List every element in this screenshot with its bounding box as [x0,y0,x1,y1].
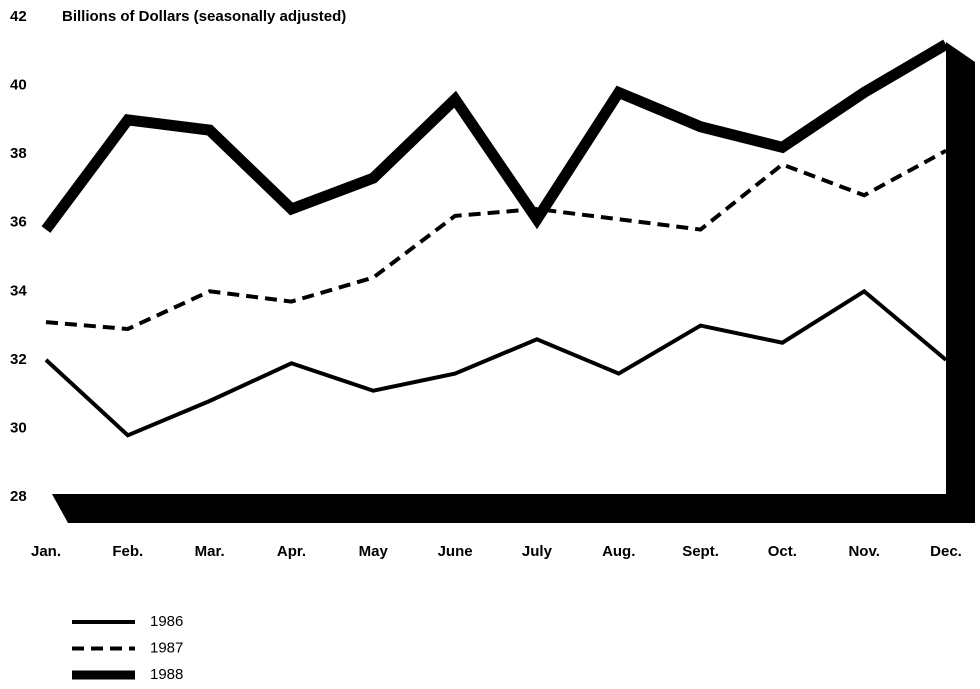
x-tick-label: Apr. [277,543,306,560]
legend-label: 1986 [150,613,183,630]
x-tick-label: Feb. [112,543,143,560]
legend-label: 1987 [150,639,183,656]
chart-title: Billions of Dollars (seasonally adjusted… [62,8,346,25]
series-line [45,148,947,332]
y-tick-label: 42 [10,8,27,25]
x-tick-label: Nov. [848,543,879,560]
x-tick-label: June [438,543,473,560]
y-tick-label: 30 [10,419,27,436]
x-tick-label: Aug. [602,543,635,560]
y-tick-label: 28 [10,488,27,505]
y-tick-label: 32 [10,351,27,368]
legend-label: 1988 [150,666,183,683]
floor [52,494,975,523]
series-line [41,39,949,233]
x-tick-label: Oct. [768,543,797,560]
x-tick-label: Mar. [195,543,225,560]
x-tick-label: Jan. [31,543,61,560]
right-wall [946,42,975,523]
y-tick-label: 34 [10,282,27,299]
x-tick-label: July [522,543,553,560]
series-line [44,288,948,438]
y-tick-label: 36 [10,214,27,231]
x-tick-label: Dec. [930,543,962,560]
y-tick-label: 38 [10,145,27,162]
x-tick-label: May [359,543,389,560]
y-tick-label: 40 [10,77,27,94]
x-tick-label: Sept. [682,543,719,560]
